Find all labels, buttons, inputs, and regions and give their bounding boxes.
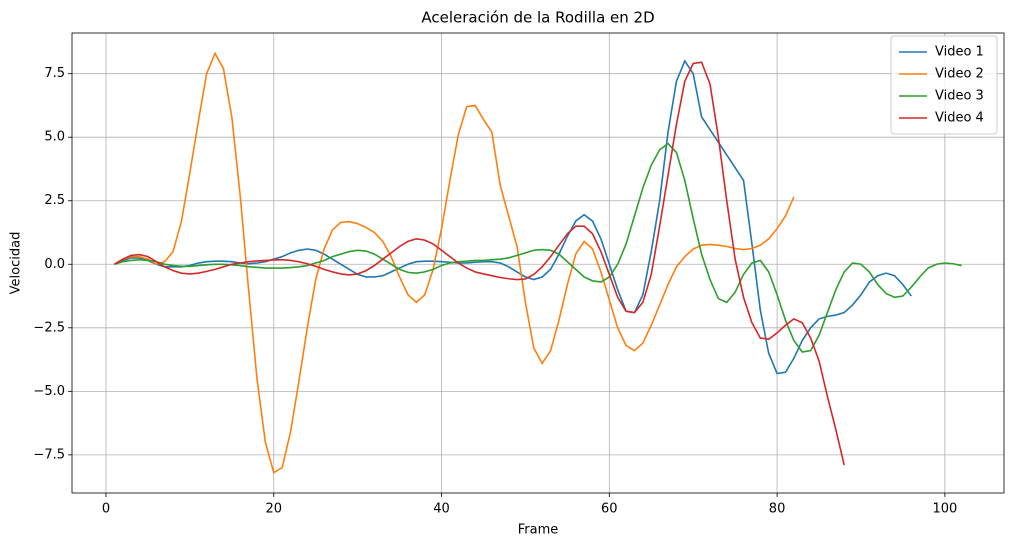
x-tick-label: 60 bbox=[601, 502, 618, 517]
y-tick-label: 2.5 bbox=[44, 193, 65, 208]
axes-frame bbox=[71, 32, 1005, 494]
series-line bbox=[114, 59, 912, 375]
legend-label: Video 3 bbox=[935, 89, 984, 104]
y-axis-label: Velocidad bbox=[9, 232, 24, 295]
chart-title: Aceleración de la Rodilla en 2D bbox=[421, 9, 654, 27]
series-line bbox=[113, 51, 795, 474]
y-tick-label: −7.5 bbox=[33, 447, 65, 462]
x-tick-label: 0 bbox=[102, 502, 110, 517]
x-tick-label: 100 bbox=[932, 502, 957, 517]
legend-label: Video 1 bbox=[935, 45, 984, 60]
x-tick-label: 40 bbox=[433, 502, 450, 517]
y-tick-label: −5.0 bbox=[33, 384, 65, 399]
y-tick-label: −2.5 bbox=[33, 320, 65, 335]
legend-label: Video 4 bbox=[935, 111, 984, 126]
x-axis-label: Frame bbox=[518, 523, 559, 538]
x-tick-label: 80 bbox=[769, 502, 786, 517]
series-line bbox=[113, 61, 845, 466]
series-line bbox=[114, 142, 962, 353]
y-tick-label: 5.0 bbox=[44, 130, 65, 145]
x-tick-label: 20 bbox=[265, 502, 282, 517]
legend-label: Video 2 bbox=[935, 67, 984, 82]
y-tick-label: 0.0 bbox=[44, 257, 65, 272]
legend-box bbox=[890, 35, 998, 135]
y-tick-label: 7.5 bbox=[44, 66, 65, 81]
